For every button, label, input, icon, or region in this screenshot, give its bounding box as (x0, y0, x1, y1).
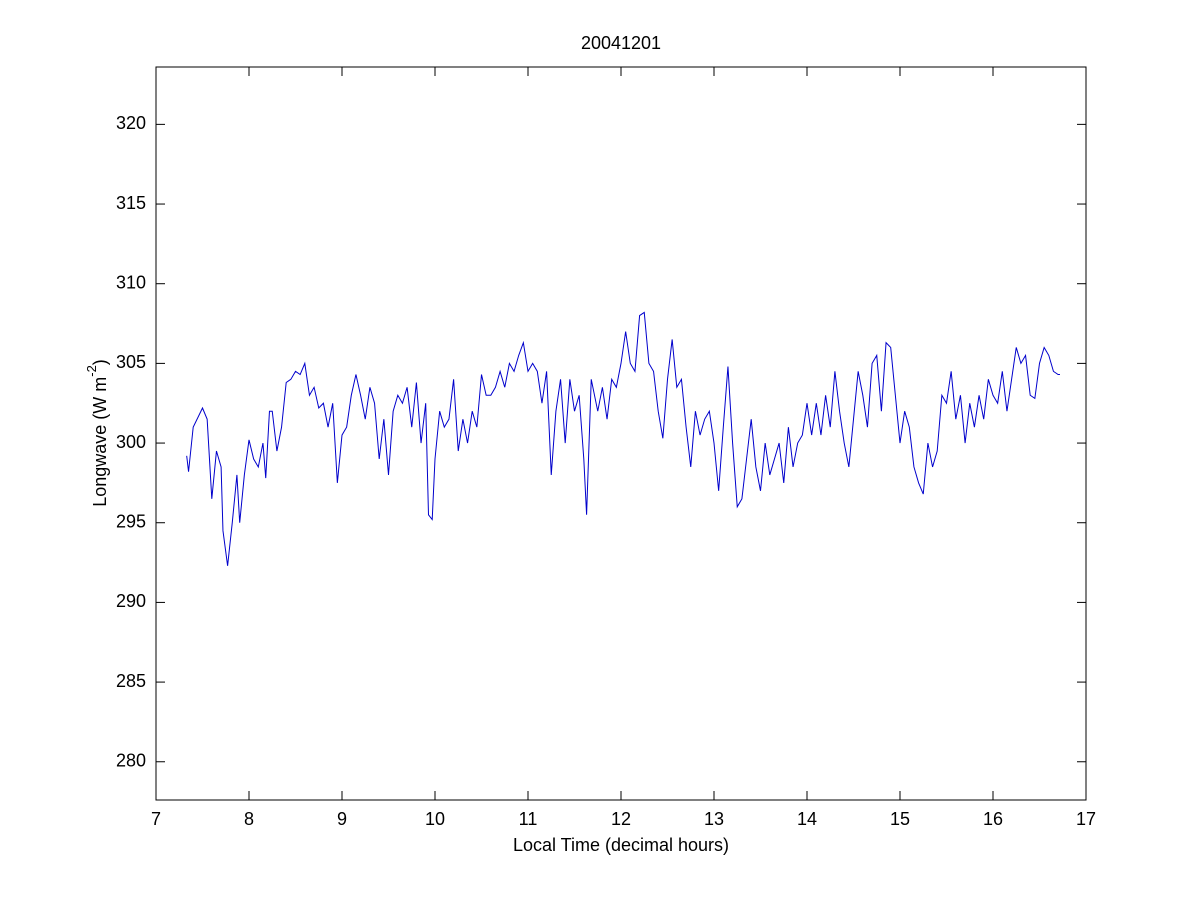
x-tick-label: 16 (983, 809, 1003, 829)
y-tick-label: 305 (116, 352, 146, 372)
x-tick-label: 11 (519, 809, 538, 829)
y-axis-label-text: ) (90, 359, 110, 365)
x-tick-label: 8 (244, 809, 254, 829)
x-tick-label: 10 (425, 809, 445, 829)
y-axis-label: Longwave (W m-2) (84, 359, 109, 507)
y-tick-label: 300 (116, 432, 146, 452)
y-tick-label: 315 (116, 193, 146, 213)
x-tick-label: 12 (611, 809, 631, 829)
y-tick-label: 295 (116, 511, 146, 531)
y-tick-label: 280 (116, 751, 146, 771)
chart-title: 20041201 (581, 33, 661, 53)
y-tick-label: 285 (116, 671, 146, 691)
y-axis-label-text: Longwave (W m (90, 377, 110, 507)
x-tick-label: 15 (890, 809, 910, 829)
y-axis-label-superscript: -2 (84, 365, 99, 377)
y-tick-label: 310 (116, 272, 146, 292)
y-tick-label: 320 (116, 113, 146, 133)
y-tick-label: 290 (116, 591, 146, 611)
x-tick-label: 17 (1076, 809, 1096, 829)
plot-frame (155, 66, 1087, 801)
x-tick-label: 13 (704, 809, 724, 829)
x-tick-label: 9 (337, 809, 347, 829)
x-axis-label: Local Time (decimal hours) (513, 835, 729, 855)
x-tick-label: 7 (151, 809, 161, 829)
x-tick-label: 14 (797, 809, 817, 829)
data-line (186, 311, 1060, 566)
